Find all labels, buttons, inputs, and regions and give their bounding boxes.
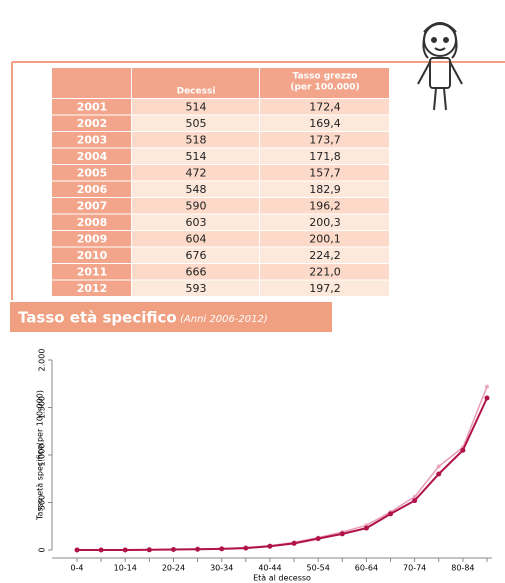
table-value: 604 — [186, 232, 207, 245]
table-value: 472 — [186, 166, 207, 179]
x-axis-label: Età al decesso — [253, 574, 311, 583]
figure-eye — [432, 38, 436, 42]
data-point — [123, 548, 128, 553]
header-cell — [52, 68, 131, 98]
x-tick-label: 10-14 — [114, 564, 137, 573]
table-value: 224,2 — [309, 249, 341, 262]
data-point — [485, 396, 490, 401]
x-tick-label: 60-64 — [355, 564, 378, 573]
header-label: Tasso grezzo — [293, 72, 358, 82]
data-point — [75, 548, 80, 553]
y-axis-label: Tasso età specifico(per 100.000) — [36, 390, 45, 521]
table-value: 676 — [186, 249, 207, 262]
table-value: 200,3 — [309, 216, 341, 229]
year-label: 2012 — [77, 282, 108, 295]
year-label: 2003 — [77, 133, 108, 146]
data-point — [99, 548, 104, 553]
table-value: 548 — [186, 183, 207, 196]
table-value: 197,2 — [309, 282, 341, 295]
table-value: 221,0 — [309, 265, 341, 278]
series-line — [77, 387, 487, 550]
data-point — [364, 526, 369, 531]
table-value: 593 — [186, 282, 207, 295]
data-point — [147, 547, 152, 552]
year-label: 2007 — [77, 199, 108, 212]
data-point — [267, 544, 272, 549]
table-value: 196,2 — [309, 199, 341, 212]
table-value: 169,4 — [309, 117, 341, 130]
data-point — [340, 531, 345, 536]
data-point — [243, 546, 248, 551]
year-label: 2001 — [77, 100, 108, 113]
x-tick-label: 70-74 — [403, 564, 426, 573]
x-tick-label: 0-4 — [70, 564, 83, 573]
data-point — [292, 541, 297, 546]
table-value: 514 — [186, 100, 207, 113]
year-label: 2008 — [77, 216, 108, 229]
x-tick-label: 80-84 — [451, 564, 474, 573]
table-value: 200,1 — [309, 232, 341, 245]
data-point — [460, 448, 465, 453]
year-label: 2010 — [77, 249, 108, 262]
data-point — [437, 464, 441, 468]
table-value: 182,9 — [309, 183, 341, 196]
figure-eye — [444, 38, 448, 42]
table-value: 505 — [186, 117, 207, 130]
x-tick-label: 20-24 — [162, 564, 185, 573]
y-tick-label: 0 — [38, 547, 47, 552]
year-label: 2006 — [77, 183, 108, 196]
data-point — [316, 536, 321, 541]
table-value: 666 — [186, 265, 207, 278]
data-point — [485, 385, 489, 389]
data-point — [436, 472, 441, 477]
section-subtitle: (Anni 2006-2012) — [180, 314, 268, 325]
page: Tasso età specifico (Anni 2006-2012) Dec… — [0, 0, 505, 583]
figure-mouth — [435, 48, 445, 50]
figure-head — [424, 24, 456, 56]
table-value: 173,7 — [309, 133, 341, 146]
table-value: 157,7 — [309, 166, 341, 179]
data-point — [219, 546, 224, 551]
year-label: 2005 — [77, 166, 108, 179]
data-point — [412, 498, 417, 503]
header-label: (per 100.000) — [290, 83, 359, 93]
figure-hair — [423, 23, 456, 58]
y-tick-label: 2.000 — [38, 349, 47, 372]
table-value: 172,4 — [309, 100, 341, 113]
table-value: 590 — [186, 199, 207, 212]
data-point — [171, 547, 176, 552]
x-tick-label: 50-54 — [307, 564, 330, 573]
year-label: 2004 — [77, 150, 108, 163]
series-line — [77, 398, 487, 550]
figure-limbs — [418, 62, 462, 110]
x-tick-label: 30-34 — [210, 564, 233, 573]
header-label: Decessi — [177, 87, 216, 97]
section-title: Tasso età specifico — [18, 309, 177, 327]
table-value: 603 — [186, 216, 207, 229]
table-value: 514 — [186, 150, 207, 163]
page-canvas: Tasso età specifico (Anni 2006-2012) Dec… — [0, 0, 505, 583]
stick-figure — [418, 23, 462, 110]
data-point — [388, 511, 393, 516]
data-point — [195, 547, 200, 552]
year-label: 2011 — [77, 265, 108, 278]
x-tick-label: 40-44 — [258, 564, 281, 573]
table-value: 518 — [186, 133, 207, 146]
table-value: 171,8 — [309, 150, 341, 163]
year-label: 2009 — [77, 232, 108, 245]
year-label: 2002 — [77, 117, 108, 130]
